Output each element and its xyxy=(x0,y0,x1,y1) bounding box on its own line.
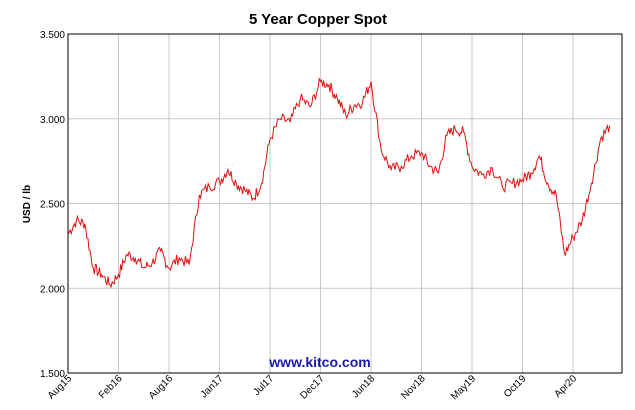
x-tick-label: May19 xyxy=(449,373,478,402)
y-tick-label: 3.500 xyxy=(40,30,65,41)
chart-title: 5 Year Copper Spot xyxy=(249,11,387,28)
y-tick-label: 1.500 xyxy=(40,369,65,380)
plot-border xyxy=(67,33,623,374)
x-tick-label: Jul17 xyxy=(251,373,276,398)
copper-price-line xyxy=(67,77,611,289)
grid xyxy=(67,33,622,374)
y-axis-label: USD / lb xyxy=(22,185,33,223)
x-tick-label: Apr20 xyxy=(552,373,579,400)
watermark: www.kitco.com xyxy=(268,354,370,370)
y-ticks: 1.500 2.000 2.500 3.000 3.500 xyxy=(40,30,65,380)
y-tick-label: 3.000 xyxy=(40,115,65,126)
x-tick-label: Nov18 xyxy=(399,373,428,402)
x-tick-label: Dec17 xyxy=(298,373,327,402)
x-tick-label: Oct19 xyxy=(502,373,529,400)
x-tick-label: Aug16 xyxy=(147,373,176,402)
y-tick-label: 2.000 xyxy=(40,284,65,295)
x-ticks: Aug15 Feb16 Aug16 Jan17 Jul17 Dec17 Jun18 Nov18… xyxy=(46,373,580,402)
y-tick-label: 2.500 xyxy=(40,200,65,211)
x-tick-label: Jan17 xyxy=(199,373,226,400)
x-tick-label: Jun18 xyxy=(350,373,377,400)
x-tick-label: Feb16 xyxy=(97,373,125,401)
